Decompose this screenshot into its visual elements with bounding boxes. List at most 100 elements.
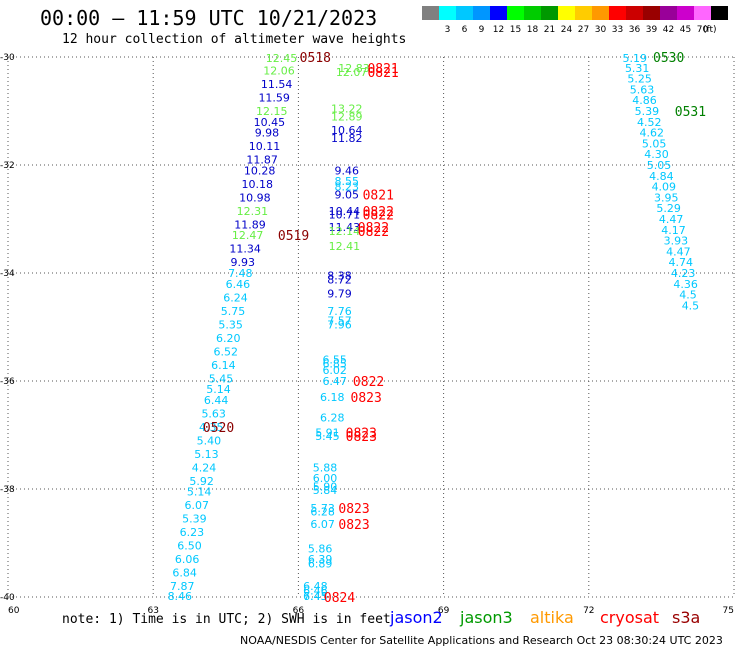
pass-time-label: 0518 <box>300 51 331 66</box>
legend-swatch <box>643 6 660 20</box>
wave-height-value: 4.47 <box>659 213 684 226</box>
lat-tick-label: -38 <box>0 485 15 495</box>
pass-time-label: 0821 <box>367 66 398 81</box>
wave-height-value: 8.38 <box>327 270 352 283</box>
legend-swatch <box>422 6 439 20</box>
wave-height-value: 8.55 <box>335 175 360 188</box>
wave-height-value: 6.85 <box>322 358 347 371</box>
wave-height-value: 12.83 <box>338 62 370 75</box>
legend-swatch <box>524 6 541 20</box>
pass-time-label: 0822 <box>363 205 394 220</box>
legend-tick-label: 27 <box>577 25 590 35</box>
legend-swatch <box>592 6 609 20</box>
pass-time-label: 0823 <box>346 430 377 445</box>
wave-height-value: 9.46 <box>335 164 360 177</box>
legend-tick-label: 39 <box>645 25 658 35</box>
wave-height-value: 5.90 <box>313 480 338 493</box>
lon-tick-label: 75 <box>723 606 734 616</box>
pass-time-label: 0822 <box>363 209 394 224</box>
satellite-s3a: s3a <box>672 608 701 627</box>
wave-height-value: 12.07 <box>336 66 368 79</box>
wave-height-value: 4.84 <box>649 170 674 183</box>
wave-height-value: 10.11 <box>249 140 281 153</box>
wave-height-value: 10.28 <box>244 164 276 177</box>
satellite-jason2: jason2 <box>390 608 443 627</box>
lon-tick-label: 69 <box>438 606 450 616</box>
wave-height-value: 5.45 <box>315 430 340 443</box>
lat-tick-label: -34 <box>0 269 15 279</box>
wave-height-value: 6.46 <box>303 585 328 598</box>
wave-height-value: 10.44 <box>329 205 361 218</box>
wave-height-value: 8.46 <box>168 590 193 603</box>
legend-tick-label: 21 <box>543 25 556 35</box>
legend-swatch <box>473 6 490 20</box>
legend-tick-label: 9 <box>478 25 485 35</box>
wave-height-value: 5.29 <box>656 202 681 215</box>
lat-tick-label: -40 <box>0 593 15 603</box>
wave-height-value: 9.98 <box>255 127 280 140</box>
legend-swatch <box>575 6 592 20</box>
wave-height-value: 5.45 <box>209 372 234 385</box>
wave-height-value: 6.47 <box>322 375 347 388</box>
wave-height-value: 4.74 <box>669 256 694 269</box>
legend-tick-label: 30 <box>594 25 607 35</box>
wave-height-value: 4.52 <box>637 116 662 129</box>
wave-height-value: 4.35 <box>199 421 224 434</box>
wave-height-value: 11.59 <box>258 92 290 105</box>
wave-height-value: 9.93 <box>230 256 255 269</box>
wave-height-value: 4.5 <box>679 289 697 302</box>
satellite-altika: altika <box>530 608 574 627</box>
wave-height-value: 6.20 <box>216 332 241 345</box>
legend-tick-label: 12 <box>492 25 505 35</box>
wave-height-value: 6.46 <box>226 278 251 291</box>
wave-height-value: 12.15 <box>256 105 288 118</box>
wave-height-value: 12.47 <box>232 229 264 242</box>
legend-tick-label: 3 <box>444 25 451 35</box>
legend-swatch <box>507 6 524 20</box>
wave-height-value: 5.84 <box>313 484 338 497</box>
time-labels: 0518082108210821082208220822082205190822… <box>203 51 706 606</box>
wave-height-value: 12.31 <box>237 205 269 218</box>
wave-height-value: 5.39 <box>182 513 207 526</box>
legend-swatch <box>711 6 728 20</box>
wave-height-value: 3.93 <box>664 235 689 248</box>
lon-tick-label: 72 <box>583 606 594 616</box>
wave-readings: 12.4512.0611.5411.5912.1510.459.9810.111… <box>168 52 700 603</box>
wave-height-value: 5.39 <box>635 105 660 118</box>
wave-height-value: 5.05 <box>647 159 672 172</box>
wave-height-value: 5.35 <box>218 318 243 331</box>
page-title: 00:00 – 11:59 UTC 10/21/2023 <box>40 6 378 30</box>
wave-height-value: 4.09 <box>652 181 677 194</box>
lat-tick-label: -30 <box>0 53 15 63</box>
wave-height-value: 6.84 <box>172 567 197 580</box>
wave-height-value: 11.82 <box>331 132 363 145</box>
pass-time-label: 0823 <box>338 502 369 517</box>
page-subtitle: 12 hour collection of altimeter wave hei… <box>62 32 407 47</box>
wave-height-value: 6.55 <box>322 353 347 366</box>
wave-height-value: 5.19 <box>623 52 648 65</box>
legend-tick-label: 70 <box>696 25 709 35</box>
wave-height-value: 6.39 <box>308 553 333 566</box>
wave-height-value: 11.43 <box>329 221 361 234</box>
wave-height-value: 4.23 <box>671 267 696 280</box>
wave-height-value: 4.62 <box>639 127 664 140</box>
wave-height-value: 4.5 <box>682 299 700 312</box>
wave-height-value: 4.30 <box>644 148 669 161</box>
wave-height-value: 5.73 <box>310 502 335 515</box>
wave-height-value: 4.47 <box>666 245 691 258</box>
wave-height-value: 10.18 <box>242 178 274 191</box>
wave-height-value: 5.05 <box>642 137 667 150</box>
wave-height-value: 10.71 <box>329 209 361 222</box>
wave-height-value: 7.87 <box>170 580 195 593</box>
wave-height-value: 4.36 <box>673 278 698 291</box>
wave-height-value: 7.96 <box>327 318 352 331</box>
legend-tick-label: 15 <box>509 25 522 35</box>
legend-swatch <box>558 6 575 20</box>
wave-height-value: 6.28 <box>320 412 345 425</box>
pass-time-label: 0530 <box>653 51 684 66</box>
pass-time-label: 0823 <box>338 518 369 533</box>
pass-time-label: 0822 <box>358 225 389 240</box>
wave-height-value: 7.43 <box>303 590 328 603</box>
lon-tick-label: 60 <box>8 606 20 616</box>
legend-swatch <box>541 6 558 20</box>
